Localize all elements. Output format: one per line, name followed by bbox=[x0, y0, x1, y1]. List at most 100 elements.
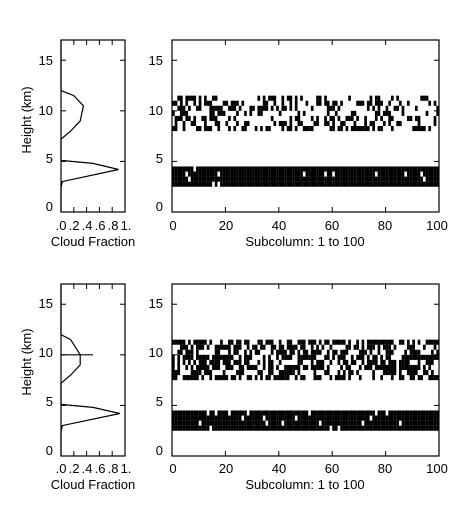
cloud-cell bbox=[196, 354, 199, 360]
cloud-cell bbox=[396, 120, 399, 127]
cloud-cell bbox=[246, 339, 250, 345]
cloud-cell bbox=[417, 364, 421, 371]
cloud-cell bbox=[382, 359, 386, 365]
profile-frame bbox=[60, 39, 126, 213]
cloud-cell bbox=[188, 339, 191, 345]
cloud-cell bbox=[308, 166, 311, 172]
cloud-cell bbox=[172, 166, 175, 172]
cloud-cell bbox=[380, 339, 383, 345]
cloud-cell bbox=[353, 176, 357, 182]
cloud-cell bbox=[286, 354, 290, 360]
cloud-cell bbox=[252, 364, 255, 371]
cloud-cell bbox=[262, 171, 266, 177]
cloud-cell bbox=[436, 105, 440, 111]
cloud-cell bbox=[222, 359, 226, 365]
cloud-cell bbox=[401, 420, 405, 426]
cloud-cell bbox=[430, 181, 434, 187]
cloud-cell bbox=[238, 375, 242, 381]
cloud-cell bbox=[196, 344, 199, 350]
cloud-cell bbox=[324, 415, 327, 421]
cloud-cell bbox=[358, 100, 362, 106]
cloud-cell bbox=[217, 415, 221, 421]
cloud-cell bbox=[412, 349, 416, 355]
cloud-cell bbox=[201, 375, 205, 381]
cloud-cell bbox=[278, 370, 282, 376]
cloud-cell bbox=[204, 115, 207, 121]
cloud-cell bbox=[302, 339, 306, 345]
cloud-cell bbox=[430, 349, 434, 355]
cloud-cell bbox=[270, 171, 274, 177]
cloud-cell bbox=[366, 181, 370, 187]
cloud-cell bbox=[241, 100, 245, 106]
cloud-cell bbox=[204, 339, 207, 345]
cloud-cell bbox=[284, 420, 287, 426]
cloud-cell bbox=[382, 410, 386, 416]
cloud-cell bbox=[433, 115, 437, 121]
cloud-cell bbox=[268, 339, 271, 345]
cloud-cell bbox=[422, 95, 426, 101]
cloud-cell bbox=[270, 95, 274, 101]
cloud-cell bbox=[425, 359, 429, 365]
cloud-cell bbox=[273, 410, 277, 416]
cloud-cell bbox=[225, 100, 229, 106]
cloud-cell bbox=[198, 415, 202, 421]
cloud-cell bbox=[196, 176, 199, 182]
cloud-cell bbox=[297, 120, 301, 127]
cloud-cell bbox=[284, 410, 287, 416]
cloud-cell bbox=[174, 100, 178, 106]
cloud-cell bbox=[214, 176, 218, 182]
cloud-cell bbox=[289, 354, 293, 360]
cloud-cell bbox=[185, 166, 189, 172]
cloud-cell bbox=[246, 425, 250, 431]
cloud-cell bbox=[233, 375, 237, 381]
cloud-cell bbox=[238, 181, 242, 187]
cloud-cell bbox=[260, 166, 263, 172]
cloud-cell bbox=[196, 425, 199, 431]
cloud-cell bbox=[329, 420, 333, 426]
cloud-cell bbox=[278, 176, 282, 182]
cloud-cell bbox=[222, 344, 226, 350]
cloud-cell bbox=[182, 359, 186, 365]
cloud-cell bbox=[241, 410, 245, 416]
cloud-cell bbox=[364, 166, 367, 172]
cloud-cell bbox=[182, 105, 186, 111]
cloud-cell bbox=[254, 364, 258, 371]
cloud-cell bbox=[185, 349, 189, 355]
cloud-cell bbox=[310, 349, 314, 355]
cloud-cell bbox=[257, 176, 261, 182]
cloud-cell bbox=[428, 166, 432, 172]
cloud-cell bbox=[201, 420, 205, 426]
cloud-cell bbox=[316, 181, 319, 187]
cloud-cell bbox=[196, 181, 199, 187]
cloud-cell bbox=[374, 339, 378, 345]
cloud-cell bbox=[422, 425, 426, 431]
cloud-cell bbox=[300, 176, 303, 182]
cloud-cell bbox=[209, 339, 213, 345]
cloud-cell bbox=[326, 171, 330, 177]
cloud-cell bbox=[228, 171, 231, 177]
cloud-cell bbox=[212, 105, 215, 111]
cloud-cell bbox=[380, 415, 383, 421]
cloud-cell bbox=[262, 344, 266, 350]
cloud-cell bbox=[353, 126, 357, 132]
cloud-cell bbox=[388, 100, 391, 106]
cloud-cell bbox=[177, 364, 181, 371]
cloud-cell bbox=[324, 181, 327, 187]
cloud-cell bbox=[268, 420, 271, 426]
cloud-cell bbox=[316, 359, 319, 365]
cloud-cell bbox=[318, 364, 322, 371]
cloud-cell bbox=[401, 339, 405, 345]
cloud-cell bbox=[414, 176, 418, 182]
cloud-cell bbox=[284, 171, 287, 177]
cloud-cell bbox=[214, 364, 218, 371]
cloud-cell bbox=[366, 420, 370, 426]
cloud-cell bbox=[428, 176, 432, 182]
cloud-cell bbox=[294, 166, 298, 172]
cloud-cell bbox=[356, 370, 359, 376]
cloud-cell bbox=[276, 181, 279, 187]
cloud-cell bbox=[233, 100, 237, 106]
cloud-cell bbox=[404, 364, 408, 371]
cloud-cell bbox=[180, 176, 183, 182]
cloud-cell bbox=[185, 410, 189, 416]
cloud-cell bbox=[321, 364, 325, 371]
